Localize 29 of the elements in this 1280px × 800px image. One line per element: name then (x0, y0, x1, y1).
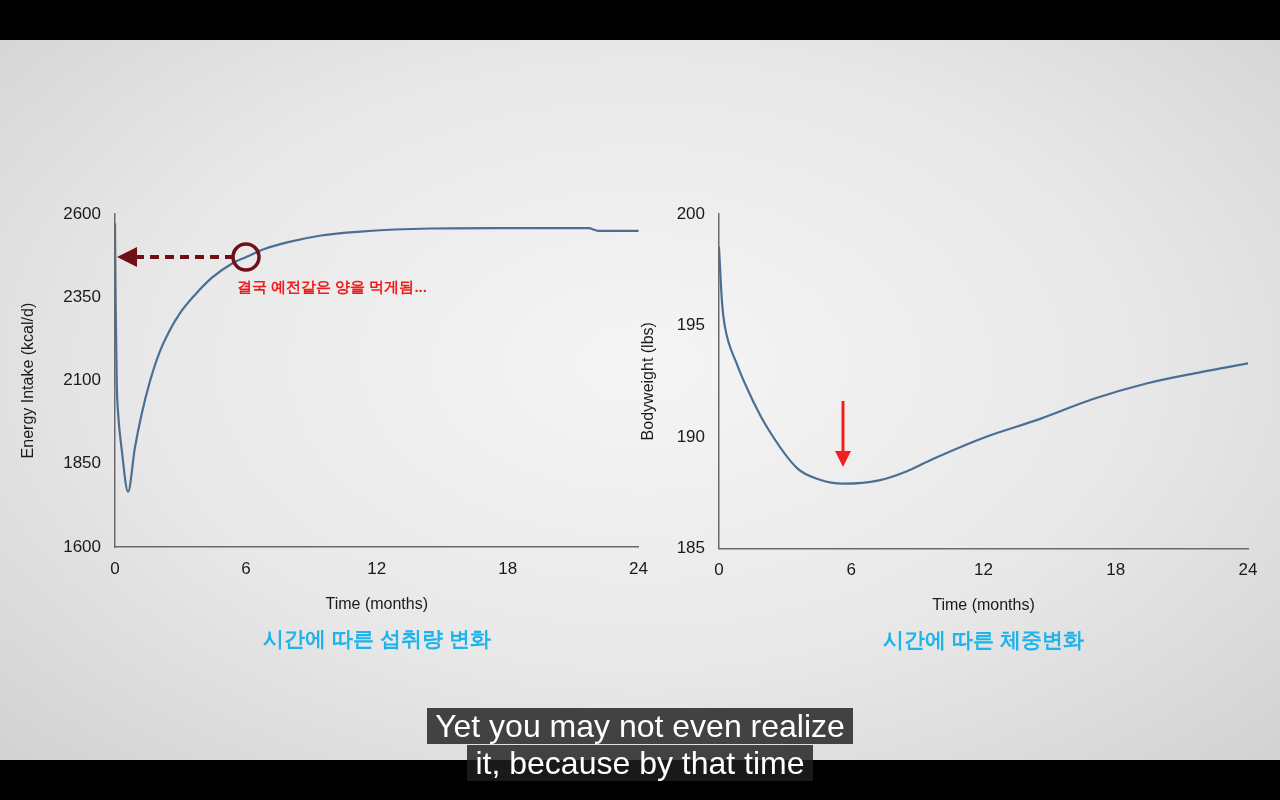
x-tick-label: 12 (367, 558, 387, 578)
x-tick-label: 12 (974, 560, 993, 580)
x-tick-label: 6 (846, 560, 856, 580)
x-tick-label: 0 (714, 560, 724, 580)
text: 시간에 따른 섭취량 변화 (263, 626, 491, 650)
y-tick-label: 200 (676, 203, 705, 223)
x-tick-label: 24 (1238, 560, 1258, 580)
x-tick-label: 6 (241, 558, 251, 578)
x-tick-label: 18 (1106, 560, 1126, 580)
text: 시간에 따른 체중변화 (883, 628, 1084, 652)
line-series (115, 223, 639, 493)
x-tick-label: 24 (629, 558, 649, 578)
y-tick-label: 1600 (63, 536, 101, 556)
text: Yet you may not even realize it, because by that time (427, 708, 853, 781)
x-axis-title: Time (months) (325, 594, 429, 612)
y-tick-label: 1850 (63, 453, 101, 473)
y-tick-label: 2350 (63, 287, 101, 307)
x-tick-label: 0 (110, 558, 120, 578)
x-axis-title: Time (months) (932, 596, 1035, 614)
y-tick-label: 190 (676, 426, 705, 446)
y-tick-label: 2100 (63, 370, 101, 390)
x-tick-label: 18 (498, 558, 518, 578)
y-tick-label: 185 (676, 537, 705, 557)
line-series (719, 246, 1248, 485)
annotation: 결국 예전같은 양을 먹게됨... (236, 278, 427, 296)
y-tick-label: 195 (676, 315, 705, 335)
y-tick-label: 2600 (63, 203, 101, 223)
y-axis-title: Energy Intake (kcal/d) (19, 302, 37, 459)
y-axis-title: Bodyweight (lbs) (639, 322, 657, 441)
